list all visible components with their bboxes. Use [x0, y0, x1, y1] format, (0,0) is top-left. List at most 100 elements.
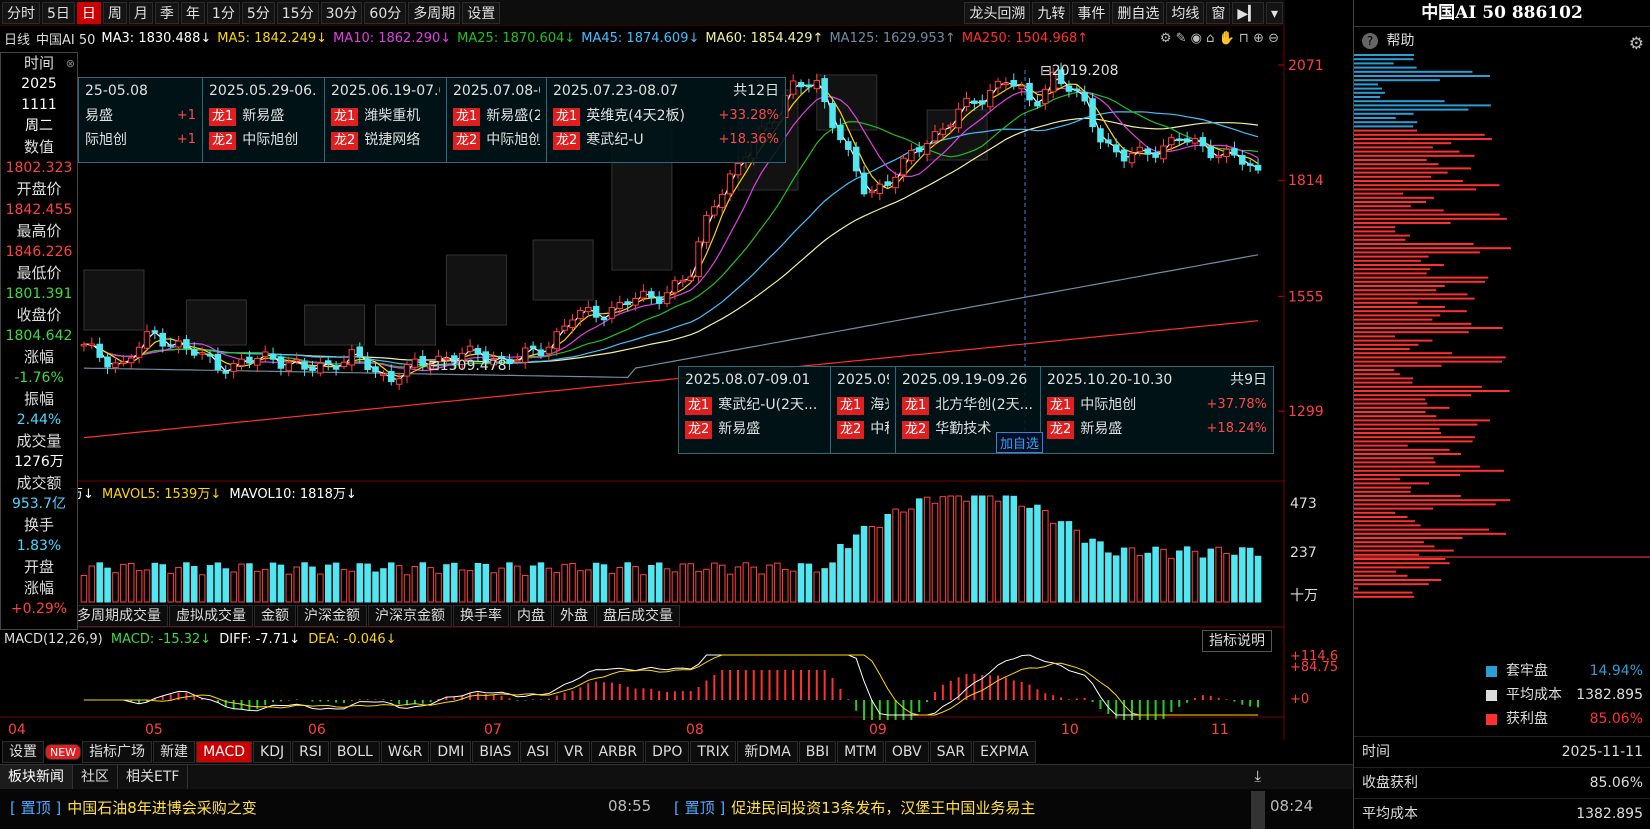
- volume-bar: [482, 563, 490, 603]
- period-button[interactable]: 设置: [462, 1, 501, 24]
- indicator-tab[interactable]: ASI: [519, 741, 557, 763]
- chip-bar: [1354, 297, 1475, 300]
- indicator-tab[interactable]: 新建: [153, 741, 196, 763]
- add-favorite-tag[interactable]: 加自选: [996, 432, 1044, 453]
- volume-tab[interactable]: 沪深京金额: [368, 605, 452, 627]
- download-icon[interactable]: ⤓: [1254, 767, 1261, 785]
- volume-bar: [608, 572, 616, 603]
- candle-body: [687, 276, 694, 281]
- hot-sector-period[interactable]: 2025.07.23-08.07 共12日 龙1 英维克(4天2板) +33.28% 龙2…: [547, 78, 785, 162]
- period-button[interactable]: 分时: [2, 1, 40, 24]
- news-title[interactable]: 促进民间投资13条发布，汉堡王中国业务易主: [731, 799, 1036, 817]
- hot-sector-box-bottom[interactable]: 2025.08.07-09.01 龙1 寒武纪-U(2天... 龙2 新易盛 2025.0…: [678, 366, 1274, 454]
- indicator-tab[interactable]: OBV: [884, 741, 929, 763]
- period-button[interactable]: 年: [180, 1, 205, 24]
- indicator-tab[interactable]: BBI: [798, 741, 837, 763]
- volume-bar: [915, 498, 923, 603]
- volume-bar: [1246, 547, 1254, 603]
- chip-bar: [1354, 352, 1452, 355]
- tool-button[interactable]: 均线: [1166, 1, 1205, 24]
- question-icon[interactable]: ?: [1362, 33, 1378, 49]
- tool-button[interactable]: 删自选: [1112, 1, 1165, 24]
- indicator-tab[interactable]: VR: [557, 741, 591, 763]
- period-button[interactable]: 15分: [276, 1, 319, 24]
- tool-button[interactable]: 龙头回溯: [964, 1, 1031, 24]
- volume-tab[interactable]: 盘后成交量: [596, 605, 680, 627]
- candle-body: [277, 356, 285, 369]
- volume-tab[interactable]: 内盘: [510, 605, 552, 627]
- volume-tab[interactable]: 多周期成交量: [70, 605, 168, 627]
- period-button[interactable]: 月: [128, 1, 153, 24]
- indicator-tab[interactable]: RSI: [292, 741, 329, 763]
- chip-bar: [1354, 411, 1426, 413]
- news-item[interactable]: [ 置顶 ] 中国石油8年进博会采购之变 08:55: [10, 797, 651, 818]
- news-tab[interactable]: 相关ETF: [118, 765, 189, 789]
- period-button[interactable]: 30分: [320, 1, 363, 24]
- close-icon[interactable]: ⊗: [65, 57, 75, 70]
- indicator-tab[interactable]: MTM: [837, 741, 884, 763]
- indicator-tab[interactable]: NEW: [45, 744, 82, 760]
- candle-body: [238, 358, 245, 367]
- volume-tab[interactable]: 沪深金额: [297, 605, 367, 627]
- chip-info-value: 2025-11-11: [1561, 744, 1643, 760]
- period-button[interactable]: 多周期: [408, 1, 461, 24]
- indicator-tab[interactable]: DMI: [430, 741, 472, 763]
- chip-bar: [1354, 159, 1427, 161]
- indicator-tab[interactable]: DPO: [645, 741, 690, 763]
- hot-sector-period[interactable]: 2025.09.19-09.26 龙1 北方华创(2天... 龙2 华勤技术: [896, 367, 1041, 453]
- indicator-tab[interactable]: EXPMA: [973, 741, 1036, 763]
- indicator-tab[interactable]: 指标广场: [82, 741, 153, 763]
- indicator-tab[interactable]: SAR: [929, 741, 973, 763]
- period-button[interactable]: 60分: [364, 1, 407, 24]
- candle-body: [892, 176, 899, 189]
- indicator-tab[interactable]: BOLL: [329, 741, 380, 763]
- volume-bar: [88, 565, 96, 603]
- indicator-tab[interactable]: 设置: [2, 741, 44, 763]
- period-button[interactable]: 日: [76, 1, 101, 24]
- news-scrollbar[interactable]: [1251, 791, 1265, 829]
- period-button[interactable]: 1分: [206, 1, 240, 24]
- period-button[interactable]: 5日: [42, 1, 75, 24]
- chart-tools-icons[interactable]: ⚙ ✎ ◉ ⌂ ✋ ⊓ ⊕ ⊖: [1159, 30, 1279, 46]
- hot-sector-period[interactable]: 2025.10.20-10.30 共9日 龙1 中际旭创 +37.78% 龙2 新易盛 +18…: [1041, 367, 1273, 453]
- hot-sector-box-top[interactable]: 25-05.08 易盛 +1 际旭创 +1 2025.05.29-06.10 龙1 新易盛龙2…: [78, 77, 786, 163]
- period-button[interactable]: 5分: [241, 1, 275, 24]
- hot-sector-period[interactable]: 2025.09. 龙1 海光龙2 中科: [831, 367, 896, 453]
- volume-tab[interactable]: 虚拟成交量: [169, 605, 253, 627]
- news-tab[interactable]: 板块新闻: [0, 765, 73, 789]
- period-button[interactable]: 季: [154, 1, 179, 24]
- tool-button[interactable]: 事件: [1072, 1, 1111, 24]
- macd-axis-label: +114.6: [1290, 649, 1338, 664]
- period-button[interactable]: 周: [102, 1, 127, 24]
- candle-body: [640, 290, 647, 299]
- news-item[interactable]: [ 置顶 ] 促进民间投资13条发布，汉堡王中国业务易主 08:24: [674, 797, 1313, 818]
- indicator-tab[interactable]: ARBR: [591, 741, 645, 763]
- volume-tab[interactable]: 金额: [254, 605, 296, 627]
- indicator-tab[interactable]: MACD: [196, 741, 253, 763]
- hot-sector-period[interactable]: 2025.07.08-07 龙1 新易盛(2 龙2 中际旭创: [447, 78, 547, 162]
- gear-icon[interactable]: ⚙: [1628, 34, 1644, 54]
- chevron-down-icon[interactable]: ▾: [1265, 1, 1283, 24]
- hot-sector-period[interactable]: 2025.06.19-07.0 龙1 潍柴重机 龙2 锐捷网络: [325, 78, 447, 162]
- tool-button[interactable]: 九转: [1032, 1, 1071, 24]
- indicator-tab[interactable]: BIAS: [472, 741, 519, 763]
- hot-sector-period[interactable]: 25-05.08 易盛 +1 际旭创 +1: [79, 78, 203, 162]
- news-tab[interactable]: 社区: [73, 765, 118, 789]
- indicator-tab[interactable]: W&R: [380, 741, 430, 763]
- volume-tab[interactable]: 换手率: [453, 605, 509, 627]
- volume-tab[interactable]: 外盘: [553, 605, 595, 627]
- help-label[interactable]: 帮助: [1386, 33, 1415, 49]
- indicator-tab[interactable]: KDJ: [253, 741, 292, 763]
- news-title[interactable]: 中国石油8年进博会采购之变: [67, 799, 257, 817]
- forward-icon[interactable]: ▶▎: [1232, 1, 1264, 24]
- tool-button[interactable]: 窗: [1206, 1, 1231, 24]
- indicator-tab[interactable]: TRIX: [690, 741, 737, 763]
- candle-body: [1152, 152, 1159, 158]
- volume-bar: [561, 563, 568, 603]
- day-count: 共12日: [733, 83, 779, 99]
- indicator-help-button[interactable]: 指标说明: [1202, 630, 1272, 652]
- indicator-tab[interactable]: 新DMA: [737, 741, 798, 763]
- hot-sector-period[interactable]: 2025.08.07-09.01 龙1 寒武纪-U(2天... 龙2 新易盛: [679, 367, 831, 453]
- day-count: 共9日: [1230, 372, 1267, 388]
